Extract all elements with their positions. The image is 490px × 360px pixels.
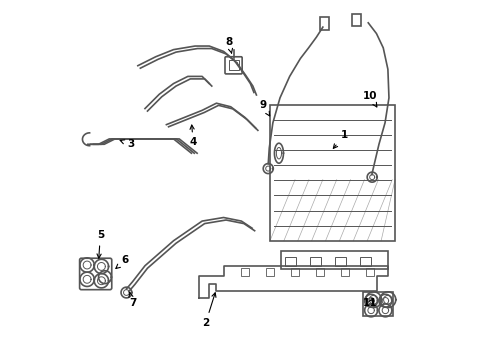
Bar bbox=[267, 267, 273, 276]
Bar bbox=[228, 60, 239, 70]
Text: 8: 8 bbox=[225, 37, 233, 53]
Bar bbox=[352, 14, 362, 26]
Text: 4: 4 bbox=[190, 125, 197, 148]
Text: 10: 10 bbox=[363, 91, 377, 107]
Bar bbox=[317, 267, 323, 276]
Text: 7: 7 bbox=[129, 293, 136, 308]
Text: 3: 3 bbox=[120, 139, 134, 149]
Bar bbox=[281, 251, 388, 269]
Text: 9: 9 bbox=[259, 100, 270, 116]
Bar bbox=[310, 257, 321, 266]
Bar bbox=[320, 17, 329, 30]
Bar bbox=[367, 267, 373, 276]
Bar bbox=[270, 105, 395, 241]
Bar bbox=[342, 267, 348, 276]
Text: 11: 11 bbox=[363, 298, 377, 308]
Bar bbox=[360, 257, 371, 266]
Bar bbox=[285, 257, 296, 266]
Text: 2: 2 bbox=[202, 293, 216, 328]
Bar bbox=[292, 267, 298, 276]
Text: 5: 5 bbox=[97, 230, 104, 258]
Bar bbox=[242, 267, 248, 276]
Bar bbox=[363, 292, 393, 316]
Text: 6: 6 bbox=[116, 255, 129, 269]
Text: 1: 1 bbox=[333, 130, 348, 148]
Bar bbox=[335, 257, 346, 266]
